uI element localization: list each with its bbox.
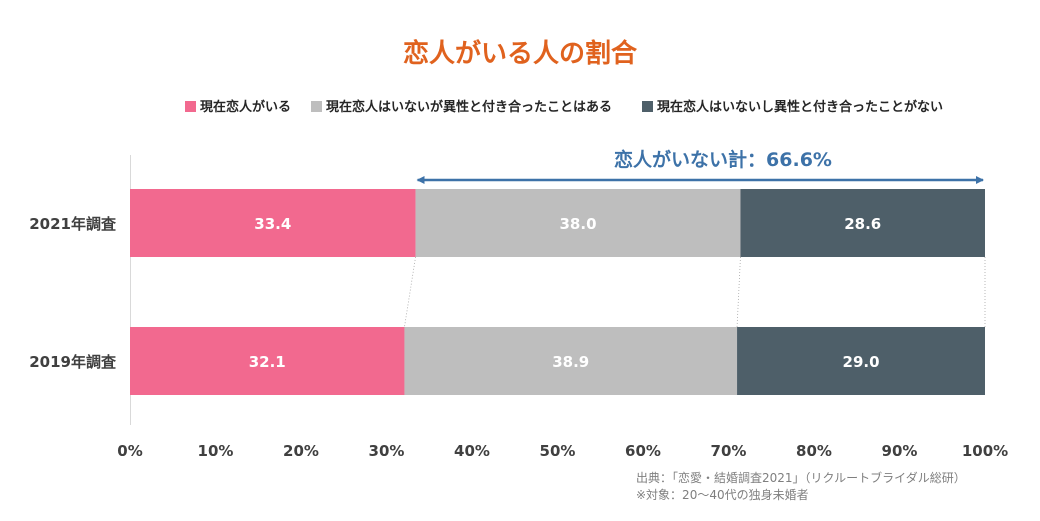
- y-axis-label: 2021年調査: [29, 215, 117, 233]
- bar-segment: [404, 327, 738, 395]
- x-tick-label: 80%: [796, 442, 832, 460]
- x-tick-label: 0%: [117, 442, 142, 460]
- bar-value-label: 32.1: [249, 353, 286, 371]
- x-tick-label: 40%: [454, 442, 490, 460]
- legend-item: 現在恋人がいる: [185, 99, 291, 115]
- legend-label: 現在恋人がいる: [200, 99, 291, 115]
- annotation: 恋人がいない計：66.6%: [416, 148, 984, 184]
- y-axis-label: 2019年調査: [29, 353, 117, 371]
- series-connectors: [404, 256, 986, 328]
- bar-value-label: 38.9: [552, 353, 589, 371]
- legend-swatch: [311, 101, 322, 112]
- legend-swatch: [185, 101, 196, 112]
- legend: 現在恋人がいる 現在恋人はいないが異性と付き合ったことはある 現在恋人はいないし異性…: [185, 99, 943, 115]
- bar-segment: [130, 189, 416, 257]
- series-connector: [404, 256, 416, 328]
- bar-segment: [740, 189, 985, 257]
- source-line-2: ※対象：20〜40代の独身未婚者: [636, 487, 809, 502]
- bar-segment: [415, 189, 741, 257]
- legend-label: 現在恋人はいないし異性と付き合ったことがない: [657, 99, 943, 115]
- bar-value-label: 38.0: [560, 215, 597, 233]
- legend-label: 現在恋人はいないが異性と付き合ったことはある: [326, 99, 612, 115]
- bar-segment: [737, 327, 985, 395]
- legend-item: 現在恋人はいないし異性と付き合ったことがない: [642, 99, 943, 115]
- chart-title: 恋人がいる人の割合: [403, 38, 638, 69]
- source-line-1: 出典：「恋愛・結婚調査2021」（リクルートブライダル総研）: [636, 470, 966, 485]
- x-tick-label: 20%: [283, 442, 319, 460]
- x-tick-label: 50%: [540, 442, 576, 460]
- series-connector: [736, 256, 741, 328]
- bar-value-label: 33.4: [254, 215, 291, 233]
- x-tick-label: 70%: [711, 442, 747, 460]
- bar-value-label: 28.6: [844, 215, 881, 233]
- x-tick-label: 30%: [369, 442, 405, 460]
- legend-swatch: [642, 101, 653, 112]
- x-tick-label: 60%: [625, 442, 661, 460]
- bar-value-label: 29.0: [843, 353, 880, 371]
- legend-item: 現在恋人はいないが異性と付き合ったことはある: [311, 99, 612, 115]
- annotation-label: 恋人がいない計：66.6%: [614, 148, 832, 171]
- x-axis-ticks: 0% 10% 20% 30% 40% 50% 60% 70% 80% 90% 100%: [117, 442, 1008, 460]
- x-tick-label: 10%: [198, 442, 234, 460]
- bar-segment: [130, 327, 405, 395]
- x-tick-label: 90%: [882, 442, 918, 460]
- plot-area: 33.4 38.0 28.6 32.1 38.9 29.0: [130, 189, 985, 395]
- x-tick-label: 100%: [962, 442, 1008, 460]
- y-axis-labels: 2021年調査 2019年調査: [29, 215, 117, 371]
